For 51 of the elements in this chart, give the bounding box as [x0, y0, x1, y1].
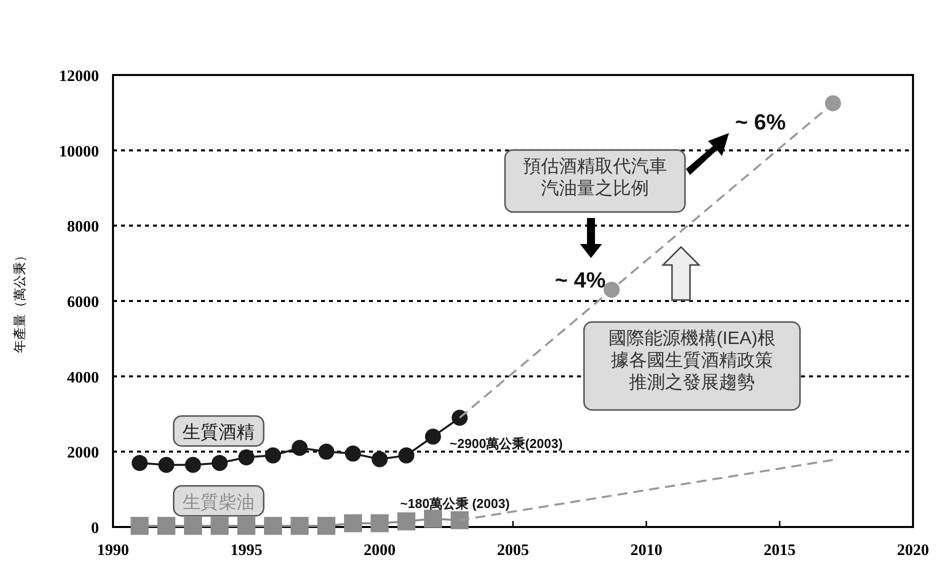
x-tick-label: 2020	[897, 542, 929, 559]
point	[184, 516, 202, 535]
annotation: 國際能源機構(IEA)根據各國生質酒精政策推測之發展趨勢	[608, 328, 776, 392]
point	[452, 410, 468, 426]
point	[318, 444, 334, 460]
point	[317, 516, 336, 535]
point	[424, 510, 442, 528]
y-tick-label: 6000	[67, 294, 99, 311]
annotation: ~ 6%	[735, 109, 786, 134]
point	[237, 516, 256, 535]
point	[292, 440, 308, 456]
point	[370, 514, 389, 532]
point	[425, 428, 441, 445]
y-tick-label: 12000	[59, 68, 99, 85]
point	[397, 512, 416, 530]
point	[158, 456, 174, 473]
y-tick-label: 4000	[67, 369, 99, 386]
series-label: 生質酒精	[182, 422, 255, 442]
point	[185, 456, 201, 473]
point	[344, 514, 362, 532]
point	[345, 446, 361, 462]
annotation: ~ 4%	[554, 268, 606, 293]
y-tick-label: 10000	[59, 143, 99, 160]
point	[238, 449, 254, 466]
point	[132, 454, 148, 471]
x-tick-label: 2010	[630, 542, 662, 559]
point	[450, 511, 469, 530]
y-tick-label: 0	[91, 520, 99, 537]
point	[130, 516, 149, 535]
x-tick-label: 2015	[764, 542, 796, 559]
x-tick-label: 2005	[497, 542, 529, 559]
point	[210, 516, 229, 535]
point	[157, 516, 176, 535]
annotation: ~180萬公秉 (2003)	[400, 496, 510, 512]
x-tick-label: 1995	[230, 542, 262, 559]
y-axis-title: 年產量（萬公秉）	[12, 249, 27, 353]
point	[264, 516, 282, 535]
x-tick-label: 1990	[97, 542, 129, 559]
annotation: ~2900萬公秉(2003)	[450, 436, 563, 451]
point	[604, 282, 620, 298]
point	[290, 516, 309, 535]
point	[825, 95, 841, 112]
y-tick-label: 2000	[67, 444, 99, 462]
x-tick-label: 2000	[364, 542, 396, 559]
y-tick-label: 8000	[67, 218, 99, 236]
point	[212, 454, 228, 471]
point	[372, 451, 388, 468]
point	[265, 447, 281, 464]
series-label: 生質柴油	[182, 492, 255, 512]
annotation: 預估酒精取代汽車汽油量之比例	[523, 156, 667, 198]
point	[398, 447, 414, 464]
